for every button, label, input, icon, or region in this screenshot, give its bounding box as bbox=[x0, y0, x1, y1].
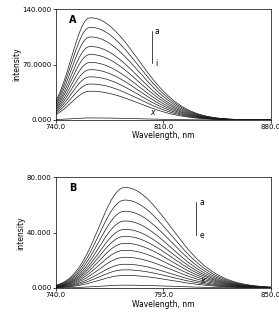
Text: A: A bbox=[69, 15, 76, 25]
Text: i: i bbox=[155, 59, 157, 68]
X-axis label: Wavelength, nm: Wavelength, nm bbox=[132, 131, 194, 141]
Text: x: x bbox=[150, 108, 155, 117]
Text: B: B bbox=[69, 183, 76, 193]
Y-axis label: intensity: intensity bbox=[16, 216, 25, 249]
X-axis label: Wavelength, nm: Wavelength, nm bbox=[132, 300, 194, 309]
Text: x: x bbox=[200, 275, 205, 285]
Text: a: a bbox=[199, 198, 204, 207]
Text: e: e bbox=[199, 231, 204, 240]
Text: a: a bbox=[155, 27, 160, 36]
Y-axis label: intensity: intensity bbox=[12, 48, 21, 81]
